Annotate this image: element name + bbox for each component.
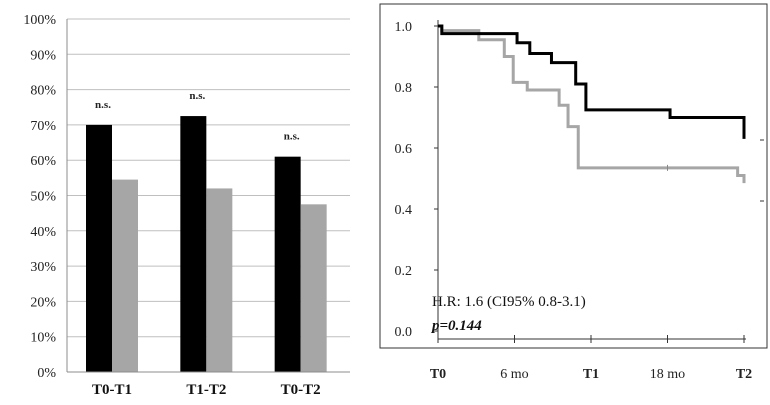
- bar: [206, 188, 233, 372]
- y-tick-label: 50%: [30, 190, 56, 205]
- bar: [300, 204, 327, 372]
- bar: [86, 124, 112, 373]
- p-value-annotation: p=0.144: [430, 318, 482, 334]
- y-tick-label: 0.4: [395, 203, 413, 218]
- x-tick-label: T1: [583, 367, 599, 382]
- significance-label: n.s.: [189, 90, 205, 102]
- x-tick-label: T0-T1: [92, 382, 132, 398]
- significance-label: n.s.: [284, 131, 300, 143]
- y-tick-label: 100%: [23, 13, 56, 28]
- x-tick-label: T1-T2: [186, 382, 226, 398]
- bar-chart: 0% 10% 20% 30% 40% 50% 60% 70% 80% 90% 100% n.s. T0-…: [23, 13, 350, 398]
- plot-frame: [379, 3, 768, 349]
- significance-label: n.s.: [95, 99, 111, 111]
- y-tick-label: 0.8: [395, 81, 413, 96]
- hazard-ratio-annotation: H.R: 1.6 (CI95% 0.8-3.1): [432, 294, 586, 310]
- survival-curve: [438, 24, 746, 184]
- x-tick-label: 18 mo: [650, 367, 685, 382]
- y-tick-label: 90%: [30, 48, 56, 63]
- survival-curve: [438, 24, 746, 139]
- x-tick-label: T2: [736, 367, 752, 382]
- y-tick-label: 80%: [30, 84, 56, 99]
- y-tick-label: 20%: [30, 295, 56, 310]
- x-tick-label: T0: [430, 367, 446, 382]
- y-tick-label: 0%: [37, 366, 56, 381]
- bar: [274, 156, 301, 372]
- y-tick-label: 40%: [30, 225, 56, 240]
- y-tick-label: 10%: [30, 331, 56, 346]
- y-tick-label: 1.0: [395, 20, 413, 35]
- y-tick-label: 70%: [30, 119, 56, 134]
- y-tick-label: 0.6: [395, 142, 413, 157]
- bar: [180, 116, 207, 372]
- bar: [112, 179, 138, 372]
- x-tick-label: T0-T2: [281, 382, 321, 398]
- y-tick-label: 0.0: [395, 325, 413, 340]
- survival-chart: H.R: 1.6 (CI95% 0.8-3.1) p=0.144 0.0 0.2 0…: [379, 3, 768, 382]
- x-tick-label: 6 mo: [500, 367, 528, 382]
- y-tick-label: 60%: [30, 154, 56, 169]
- y-tick-label: 30%: [30, 260, 56, 275]
- y-tick-label: 0.2: [395, 264, 413, 279]
